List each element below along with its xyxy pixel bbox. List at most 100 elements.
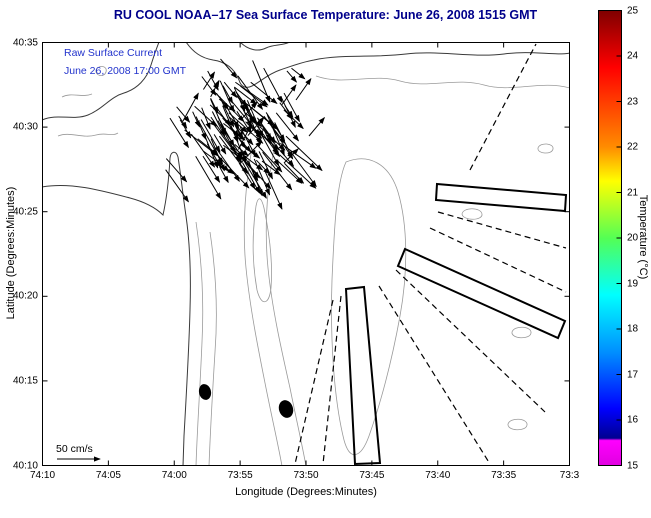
quiver-arrow <box>223 123 246 141</box>
colorbar-tick-label: 19 <box>627 278 639 289</box>
quiver-arrow <box>165 158 188 183</box>
colorbar-tick-label: 22 <box>627 141 639 153</box>
quiver-arrow <box>244 112 263 127</box>
tick-marks <box>42 42 570 466</box>
quiver-arrow <box>308 116 325 137</box>
bathymetry-contours <box>57 66 570 466</box>
quiver-arrow <box>283 148 299 164</box>
quiver-arrow <box>233 86 258 105</box>
coastline-inlet <box>239 42 291 51</box>
colorbar-tick-label: 18 <box>627 323 639 335</box>
radar-bearing-dashed-6 <box>294 299 334 465</box>
quiver-arrow <box>201 107 211 130</box>
quiver-arrow <box>213 134 227 155</box>
radar-sectors <box>294 43 568 466</box>
radar-bearing-dashed-3 <box>395 269 546 413</box>
annotation-current-time: June 26, 2008 17:00 GMT <box>64 65 186 77</box>
bathy-loop-3 <box>537 143 554 154</box>
quiver-arrow <box>283 109 304 130</box>
quiver-arrow <box>291 67 306 80</box>
x-tick-label: 73:50 <box>293 470 319 481</box>
bathy-loop-4 <box>507 418 528 431</box>
radar-beam-solid-2 <box>396 247 567 340</box>
radar-bearing-dashed-1 <box>437 211 567 249</box>
y-tick-label: 40:35 <box>12 37 38 48</box>
radar-bearing-dashed-5 <box>322 295 342 465</box>
quiver-arrow <box>202 71 215 90</box>
quiver-arrow <box>234 143 249 157</box>
quiver-arrow <box>190 133 216 168</box>
coastline-rockaway-long-island <box>185 42 570 88</box>
quiver-arrow <box>169 117 189 149</box>
quiver-arrow <box>295 77 312 101</box>
y-tick-label: 40:10 <box>12 460 38 471</box>
quiver-arrow <box>235 91 247 107</box>
quiver-arrow <box>165 169 189 203</box>
y-tick-label: 40:25 <box>12 206 38 218</box>
quiver-arrow <box>281 84 297 105</box>
bathy-valley-east <box>265 147 307 466</box>
radar-bearing-dashed-4 <box>378 285 491 465</box>
station-markers <box>198 384 294 418</box>
station-marker-1 <box>198 384 212 400</box>
quiver-arrow <box>210 116 236 153</box>
station-marker-2 <box>278 400 294 418</box>
quiver-arrow <box>260 121 271 145</box>
quiver-arrow <box>258 130 280 167</box>
bathy-topright-isobath <box>315 75 570 89</box>
bathy-valley-inner <box>252 198 272 303</box>
quiver-arrow <box>195 155 222 200</box>
quiver-arrow <box>178 115 188 129</box>
y-axis-label: Latitude (Degrees:Minutes) <box>5 186 17 320</box>
quiver-arrow <box>270 138 295 167</box>
plot-frame <box>42 42 570 466</box>
quiver-arrow <box>182 92 199 122</box>
x-tick-label: 73:40 <box>425 470 451 481</box>
y-tick-label: 40:30 <box>12 121 38 133</box>
annotation-current-label: Raw Surface Current <box>64 47 163 59</box>
quiver-arrow <box>200 119 221 153</box>
quiver-arrow <box>250 81 278 105</box>
figure-title: RU COOL NOAA–17 Sea Surface Temperature:… <box>113 8 538 22</box>
quiver-arrow <box>242 162 260 194</box>
current-vector-field <box>165 58 325 210</box>
quiver-arrow <box>202 155 221 183</box>
bathy-raritan-squiggle-2 <box>61 93 93 98</box>
quiver-arrow <box>218 135 248 175</box>
bathy-tongue <box>331 158 407 455</box>
quiver-arrow <box>203 150 235 175</box>
scale-arrow-label: 50 cm/s <box>56 443 93 455</box>
colorbar-tick-marks <box>616 10 622 466</box>
quiver-arrow <box>290 151 317 188</box>
quiver-arrow <box>283 92 300 123</box>
colorbar-tick-label: 25 <box>627 5 639 16</box>
bathy-nj-isobath-2 <box>208 231 217 466</box>
quiver-arrow <box>223 81 238 98</box>
coastline-nj-sandy-hook <box>42 151 191 466</box>
bathy-valley-west <box>243 147 283 466</box>
x-tick-label: 74:00 <box>161 470 187 481</box>
quiver-arrow <box>217 120 242 164</box>
x-tick-label: 73:45 <box>359 470 385 481</box>
y-tick-label: 40:20 <box>12 290 38 302</box>
bathy-raritan-loop <box>95 66 107 76</box>
radar-beam-solid-1 <box>434 182 568 213</box>
quiver-arrow <box>176 106 191 123</box>
quiver-arrow <box>269 139 278 156</box>
coastline-staten-island <box>42 42 160 121</box>
radar-bearing-dashed-2 <box>429 227 567 293</box>
colorbar-tick-label: 16 <box>627 414 639 426</box>
quiver-arrow <box>210 138 225 172</box>
colorbar-tick-label: 23 <box>627 96 639 107</box>
quiver-arrow <box>247 160 263 197</box>
x-tick-label: 73:35 <box>491 470 517 481</box>
quiver-arrow <box>194 105 218 127</box>
quiver-arrow <box>280 142 317 169</box>
quiver-arrow <box>284 163 305 184</box>
quiver-arrow <box>284 105 294 118</box>
quiver-arrow <box>219 166 229 184</box>
x-tick-label: 73:3 <box>559 470 580 481</box>
quiver-arrow <box>279 154 317 189</box>
